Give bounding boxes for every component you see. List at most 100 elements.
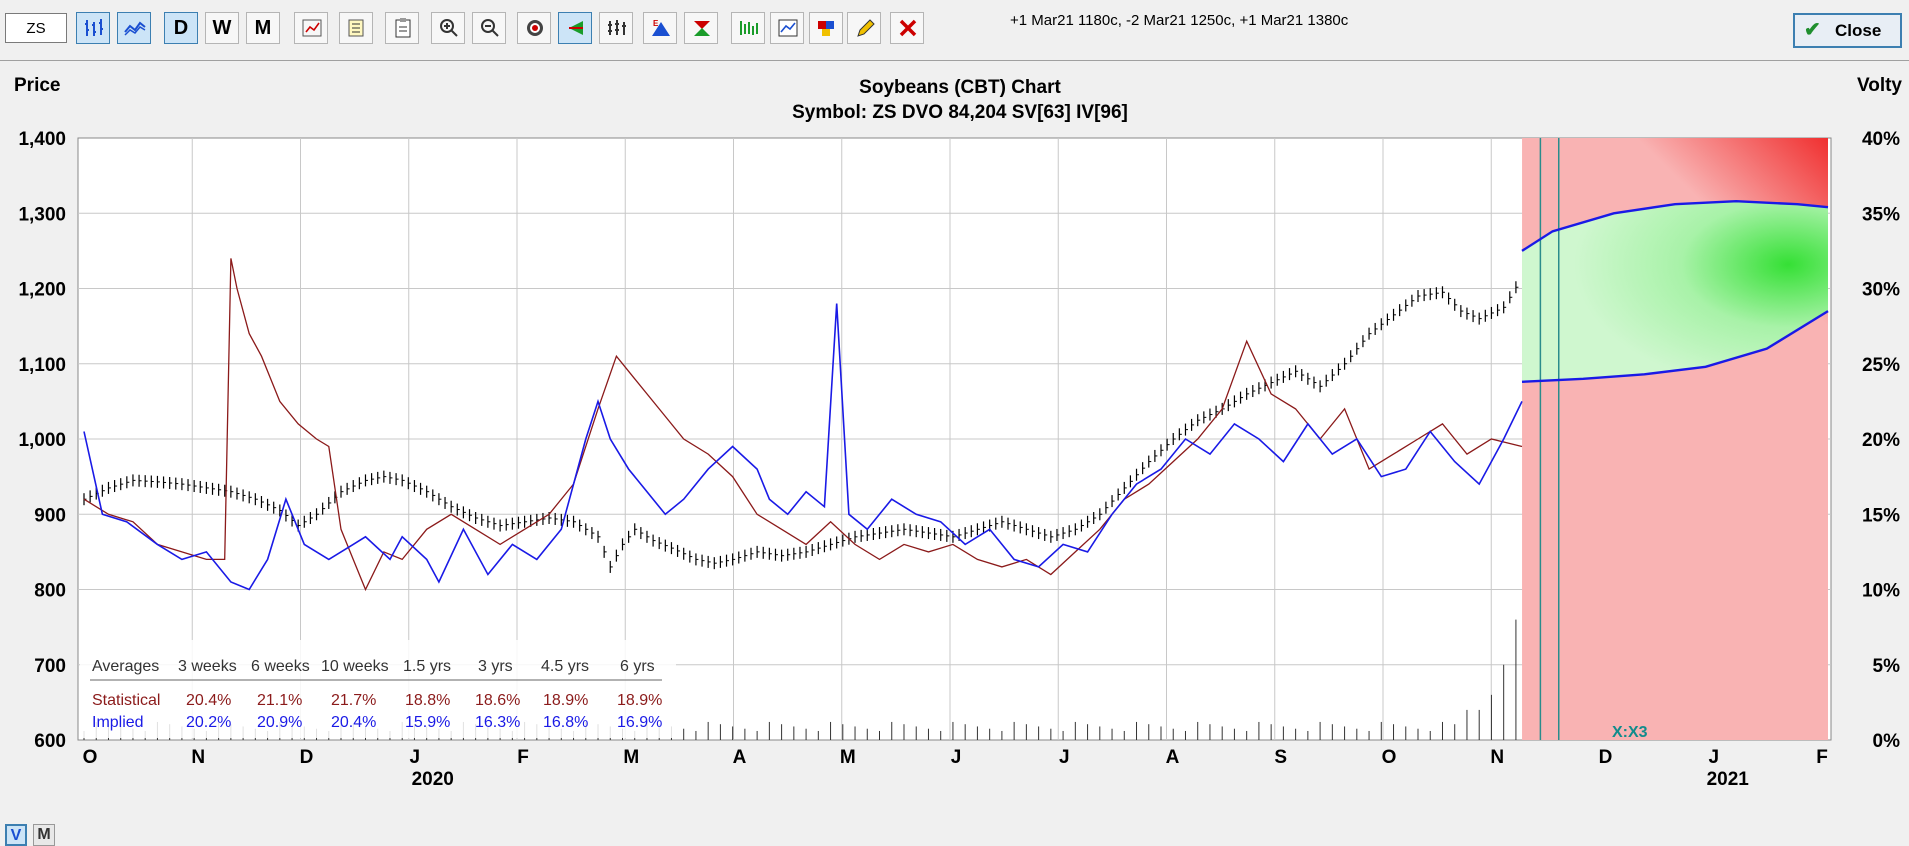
strategy-button[interactable]	[684, 12, 718, 44]
averages-header: 10 weeks	[321, 658, 389, 675]
strategy-icon	[694, 21, 710, 36]
right-axis-title: Volty	[1857, 75, 1902, 96]
upper-band-line	[1521, 199, 1829, 252]
statistical-volatility-line	[83, 258, 1523, 592]
period-daily-button[interactable]: D	[164, 12, 198, 44]
implied-value: 20.9%	[257, 714, 302, 731]
averages-header: Averages	[92, 658, 159, 675]
line-chart-icon	[124, 21, 146, 36]
x-month-label: J	[1059, 747, 1070, 768]
averages-header: 3 yrs	[478, 658, 513, 675]
chart-area: 600 700 800 900 1,000 1,100 1,200 1,300 1,400 0% 5…	[0, 61, 1909, 846]
checkmark-icon: ✔	[1804, 19, 1821, 41]
statistical-value: 20.4%	[186, 692, 231, 709]
implied-value: 20.2%	[186, 714, 231, 731]
x-month-label: F	[517, 747, 529, 768]
averages-header: 4.5 yrs	[541, 658, 589, 675]
x-month-label: J	[951, 747, 962, 768]
x-month-label: N	[1490, 747, 1504, 768]
target-button[interactable]	[517, 12, 551, 44]
toolbar: ZS D W M E	[0, 0, 1909, 61]
statistical-value: 18.9%	[543, 692, 588, 709]
calculator-button[interactable]	[339, 12, 373, 44]
palette-button[interactable]	[809, 12, 843, 44]
y-right-tick-label: 40%	[1862, 129, 1900, 150]
y-left-tick-label: 800	[34, 581, 66, 602]
chart-subtitle: Symbol: ZS DVO 84,204 SV[63] IV[96]	[792, 102, 1128, 123]
y-left-tick-label: 1,400	[18, 129, 66, 150]
x-month-label: A	[733, 747, 747, 768]
implied-value: 16.8%	[543, 714, 588, 731]
x-year-label: 2020	[412, 769, 454, 790]
view-market-button[interactable]: M	[33, 824, 55, 846]
x-month-label: J	[1708, 747, 1719, 768]
expiry-icon: E	[652, 19, 670, 36]
statistical-label: Statistical	[92, 692, 160, 709]
lower-band-line	[1521, 310, 1829, 383]
target-icon	[527, 20, 543, 36]
zoom-out-icon	[481, 19, 499, 37]
chart-title: Soybeans (CBT) Chart	[859, 77, 1061, 98]
clipboard-icon	[395, 18, 411, 38]
close-label: Close	[1835, 21, 1882, 40]
symbol-input[interactable]: ZS	[5, 13, 67, 43]
pencil-button[interactable]	[847, 12, 881, 44]
statistical-value: 21.1%	[257, 692, 302, 709]
analysis-icon	[778, 19, 798, 37]
analysis-button[interactable]	[770, 12, 804, 44]
statistical-value: 18.8%	[405, 692, 450, 709]
y-right-tick-label: 30%	[1862, 280, 1900, 301]
candlestick-icon	[302, 19, 322, 37]
plot-icon	[740, 21, 758, 35]
bar-chart-icon	[85, 19, 103, 36]
arrow-button[interactable]	[558, 12, 592, 44]
candlestick-button[interactable]	[294, 12, 328, 44]
period-weekly-button[interactable]: W	[205, 12, 239, 44]
averages-header: 6 yrs	[620, 658, 655, 675]
bars-button[interactable]	[599, 12, 633, 44]
view-volatility-button[interactable]: V	[5, 824, 27, 846]
delete-button[interactable]	[890, 12, 924, 44]
x-month-label: M	[840, 747, 856, 768]
x-month-label: O	[83, 747, 98, 768]
plot-button[interactable]	[731, 12, 765, 44]
x-month-label: J	[409, 747, 420, 768]
x-month-label: O	[1382, 747, 1397, 768]
period-monthly-button[interactable]: M	[246, 12, 280, 44]
implied-value: 20.4%	[331, 714, 376, 731]
clipboard-button[interactable]	[385, 12, 419, 44]
implied-volatility-line	[83, 303, 1523, 591]
delete-icon	[899, 19, 917, 37]
svg-text:E: E	[653, 19, 659, 28]
zoom-in-icon	[440, 19, 458, 37]
pencil-icon	[857, 19, 875, 37]
zoom-out-button[interactable]	[472, 12, 506, 44]
chart-svg: 600 700 800 900 1,000 1,100 1,200 1,300 1,400 0% 5…	[14, 75, 1902, 790]
x-year-label: 2021	[1707, 769, 1750, 790]
profit-region	[1522, 201, 1828, 382]
left-axis-title: Price	[14, 75, 60, 96]
bars-icon	[608, 20, 626, 35]
statistical-value: 18.6%	[475, 692, 520, 709]
bar-chart-button[interactable]	[76, 12, 110, 44]
y-right-tick-label: 25%	[1862, 355, 1900, 376]
implied-value: 15.9%	[405, 714, 450, 731]
y-right-tick-label: 10%	[1862, 581, 1900, 602]
y-right-tick-label: 35%	[1862, 204, 1900, 225]
zoom-in-button[interactable]	[431, 12, 465, 44]
y-left-tick-label: 1,200	[18, 280, 66, 301]
y-right-tick-label: 5%	[1873, 656, 1901, 677]
y-right-tick-label: 0%	[1873, 731, 1901, 752]
x-month-label: D	[1599, 747, 1613, 768]
implied-value: 16.9%	[617, 714, 662, 731]
statistical-value: 18.9%	[617, 692, 662, 709]
averages-header: 6 weeks	[251, 658, 310, 675]
expiry-button[interactable]: E	[643, 12, 677, 44]
y-left-tick-label: 900	[34, 505, 66, 526]
x-month-label: N	[191, 747, 205, 768]
line-chart-button[interactable]	[117, 12, 151, 44]
y-left-tick-label: 700	[34, 656, 66, 677]
y-right-tick-label: 15%	[1862, 505, 1900, 526]
close-button[interactable]: ✔ Close	[1793, 13, 1902, 48]
statistical-value: 21.7%	[331, 692, 376, 709]
